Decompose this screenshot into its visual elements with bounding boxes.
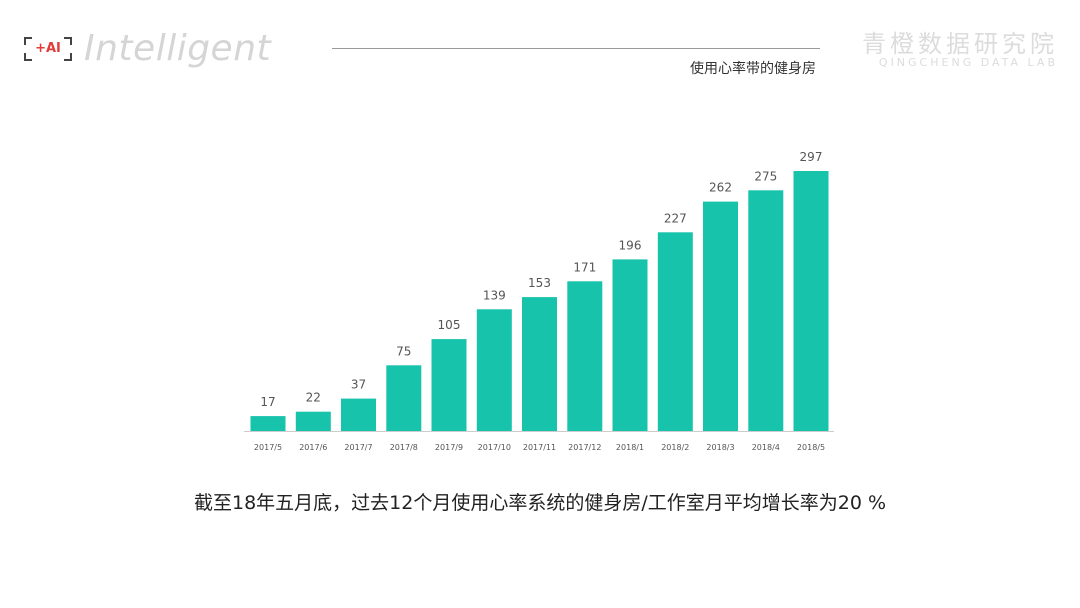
x-tick-label-2017/8: 2017/8 (390, 443, 418, 452)
data-label-2017/10: 139 (483, 288, 506, 302)
data-label-2017/8: 75 (396, 344, 411, 358)
chart-caption: 截至18年五月底，过去12个月使用心率系统的健身房/工作室月平均增长率为20 % (193, 492, 887, 514)
bar-2018/2 (657, 232, 693, 431)
chart-subtitle: 使用心率带的健身房 (690, 61, 816, 77)
data-label-2017/12: 171 (573, 260, 596, 274)
data-label-2018/2: 227 (664, 211, 687, 225)
bar-2018/1 (612, 259, 648, 431)
x-tick-label-2017/6: 2017/6 (299, 443, 327, 452)
lab-logo-english: QINGCHENG DATA LAB (878, 56, 1058, 69)
data-label-2018/3: 262 (709, 181, 732, 195)
bar-2017/9 (431, 339, 467, 431)
bar-2017/8 (386, 365, 422, 431)
x-tick-label-2018/3: 2018/3 (706, 443, 734, 452)
data-label-2017/7: 37 (351, 378, 366, 392)
brand-logo: +AI Intelligent (24, 28, 271, 69)
lab-logo-chinese: 青橙数据研究院 (862, 30, 1058, 58)
x-tick-label-2018/5: 2018/5 (797, 443, 825, 452)
bar-2017/5 (250, 416, 286, 431)
data-label-2018/4: 275 (754, 169, 777, 183)
bar-2018/5 (793, 171, 829, 431)
bar-2017/12 (567, 281, 603, 431)
bar-2017/6 (295, 411, 331, 431)
header-divider (332, 48, 820, 49)
ai-logo-text: +AI (35, 41, 61, 56)
bar-2017/7 (341, 398, 376, 431)
x-tick-label-2018/4: 2018/4 (752, 443, 780, 452)
x-tick-label-2018/2: 2018/2 (661, 443, 689, 452)
data-label-2017/5: 17 (260, 395, 275, 409)
x-tick-label-2017/5: 2017/5 (254, 443, 282, 452)
bar-2017/11 (522, 297, 557, 431)
brand-wordmark: Intelligent (84, 28, 272, 69)
bar-2018/4 (748, 190, 784, 431)
bar-2017/10 (476, 309, 512, 431)
x-tick-label-2017/9: 2017/9 (435, 443, 463, 452)
bar-2018/3 (703, 201, 738, 431)
ai-logo-icon: +AI (24, 36, 72, 61)
data-label-2017/9: 105 (438, 318, 461, 332)
x-tick-label-2017/7: 2017/7 (344, 443, 372, 452)
x-tick-label-2018/1: 2018/1 (616, 443, 644, 452)
data-label-2018/1: 196 (619, 238, 642, 252)
data-label-2017/6: 22 (306, 391, 321, 405)
data-label-2018/5: 297 (800, 150, 823, 164)
x-tick-label-2017/12: 2017/12 (568, 443, 601, 452)
x-tick-label-2017/10: 2017/10 (478, 443, 511, 452)
x-tick-label-2017/11: 2017/11 (523, 443, 556, 452)
data-label-2017/11: 153 (528, 276, 551, 290)
